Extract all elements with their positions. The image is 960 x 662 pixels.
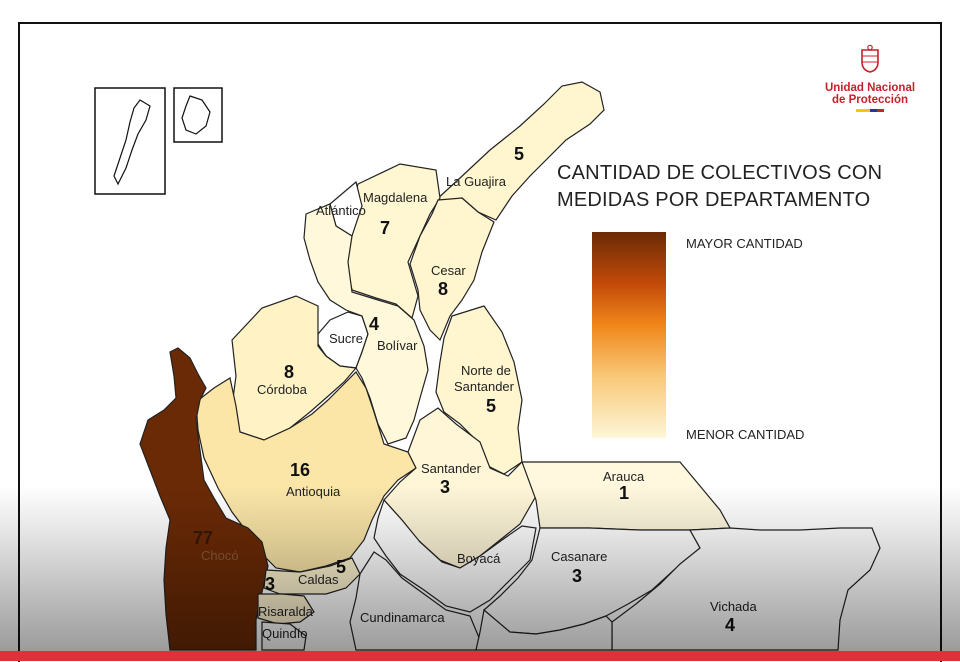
label-risaralda: Risaralda: [258, 604, 314, 619]
label-atlantico: Atlántico: [316, 203, 366, 218]
island-inset-san-andres: [94, 87, 166, 195]
dept-vichada: [611, 527, 881, 651]
dept-cundinamarca: [349, 551, 481, 651]
label-choco: Chocó: [201, 548, 239, 563]
count-norte-de-santander: 5: [486, 396, 496, 416]
label-antioquia: Antioquia: [286, 484, 341, 499]
label-norte-de-santander: Norte de Santander: [454, 363, 515, 394]
legend-max-label: MAYOR CANTIDAD: [686, 236, 803, 251]
dept-risaralda: [257, 593, 315, 625]
label-norte-de-santander-line1: Norte de: [461, 363, 511, 378]
flag-stripe: [856, 109, 884, 112]
label-cordoba: Córdoba: [257, 382, 308, 397]
logo-line1: Unidad Nacional: [824, 82, 916, 94]
dept-unlabeled-south: [475, 608, 613, 651]
label-santander: Santander: [421, 461, 482, 476]
label-casanare: Casanare: [551, 549, 607, 564]
map-title: CANTIDAD DE COLECTIVOS CON MEDIDAS POR D…: [557, 160, 882, 214]
label-cesar: Cesar: [431, 263, 466, 278]
count-cesar: 8: [438, 279, 448, 299]
count-vichada: 4: [725, 615, 735, 635]
legend-min-label: MENOR CANTIDAD: [686, 427, 805, 442]
count-caldas: 5: [336, 557, 346, 577]
label-cundinamarca: Cundinamarca: [360, 610, 445, 625]
label-sucre: Sucre: [329, 331, 363, 346]
label-caldas: Caldas: [298, 572, 339, 587]
dept-quindio: [261, 621, 307, 651]
label-boyaca: Boyacá: [457, 551, 501, 566]
label-la-guajira: La Guajira: [446, 174, 507, 189]
label-quindio: Quindío: [262, 626, 308, 641]
map-title-line1: CANTIDAD DE COLECTIVOS CON: [557, 162, 883, 184]
label-norte-de-santander-line2: Santander: [454, 379, 515, 394]
dept-bolivar: [303, 203, 429, 445]
count-la-guajira: 5: [514, 144, 524, 164]
island-inset-providencia: [173, 87, 223, 143]
count-risaralda: 3: [265, 574, 275, 594]
coat-of-arms-icon: [861, 44, 879, 73]
count-antioquia: 16: [290, 460, 310, 480]
count-choco: 77: [193, 528, 213, 548]
dept-boyaca: [373, 498, 537, 613]
dept-cesar: [409, 197, 495, 342]
dept-caldas: [263, 557, 361, 595]
count-magdalena: 7: [380, 218, 390, 238]
count-cordoba: 8: [284, 362, 294, 382]
color-scale-legend: [592, 232, 666, 438]
count-arauca: 1: [619, 483, 629, 503]
count-santander: 3: [440, 477, 450, 497]
bottom-brand-bar: [0, 651, 960, 661]
map-title-line2: MEDIDAS POR DEPARTAMENTO: [557, 189, 871, 211]
count-bolivar: 4: [369, 314, 379, 334]
label-arauca: Arauca: [603, 469, 645, 484]
logo-text: Unidad Nacional de Protección: [818, 82, 922, 106]
label-vichada: Vichada: [710, 599, 758, 614]
dept-norte-de-santander: [435, 305, 523, 475]
label-bolivar: Bolívar: [377, 338, 418, 353]
label-magdalena: Magdalena: [363, 190, 428, 205]
logo: Unidad Nacional de Protección: [818, 44, 922, 112]
map-frame: [18, 22, 942, 662]
count-casanare: 3: [572, 566, 582, 586]
logo-line2: de Protección: [831, 94, 909, 106]
